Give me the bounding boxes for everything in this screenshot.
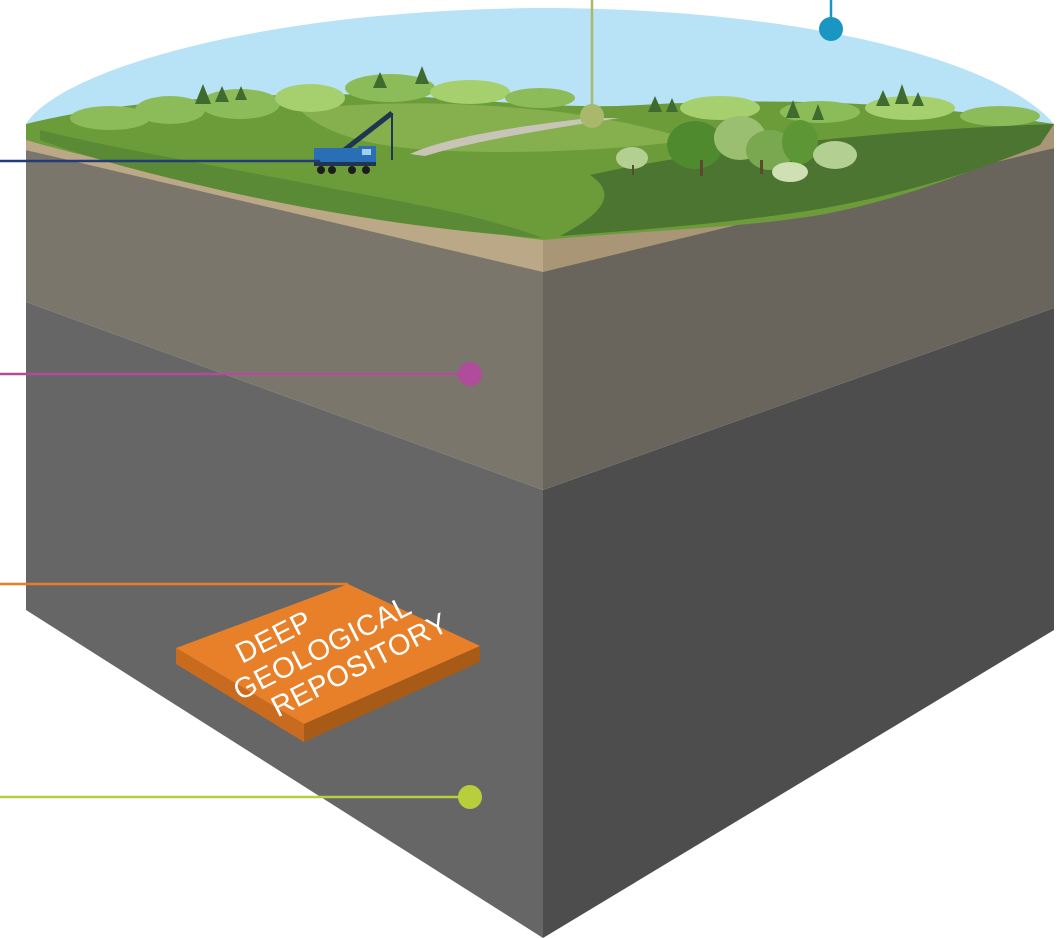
host-rock-side-face bbox=[543, 308, 1054, 938]
host-rock-marker[interactable] bbox=[458, 785, 482, 809]
tree-cluster bbox=[616, 116, 857, 182]
callout-landscape[interactable] bbox=[580, 0, 604, 128]
ground-dark-patch-right bbox=[560, 124, 1054, 236]
callout-overburden[interactable] bbox=[0, 362, 482, 386]
sediment-front-face bbox=[26, 150, 543, 490]
callout-sky[interactable] bbox=[819, 0, 843, 41]
sediment-side-face bbox=[543, 148, 1054, 490]
ground-dark-patch-left bbox=[40, 130, 543, 238]
conifers bbox=[195, 66, 924, 120]
road bbox=[410, 118, 620, 156]
repository-side-face bbox=[304, 646, 480, 742]
repository-top-face bbox=[176, 584, 480, 724]
callout-host-rock[interactable] bbox=[0, 785, 482, 809]
drilling-rig-icon bbox=[314, 111, 394, 174]
sky-marker[interactable] bbox=[819, 17, 843, 41]
overburden-marker[interactable] bbox=[458, 362, 482, 386]
ground-light-meadow bbox=[300, 103, 690, 152]
repository-front-face bbox=[176, 648, 304, 742]
landscape-marker[interactable] bbox=[580, 104, 604, 128]
